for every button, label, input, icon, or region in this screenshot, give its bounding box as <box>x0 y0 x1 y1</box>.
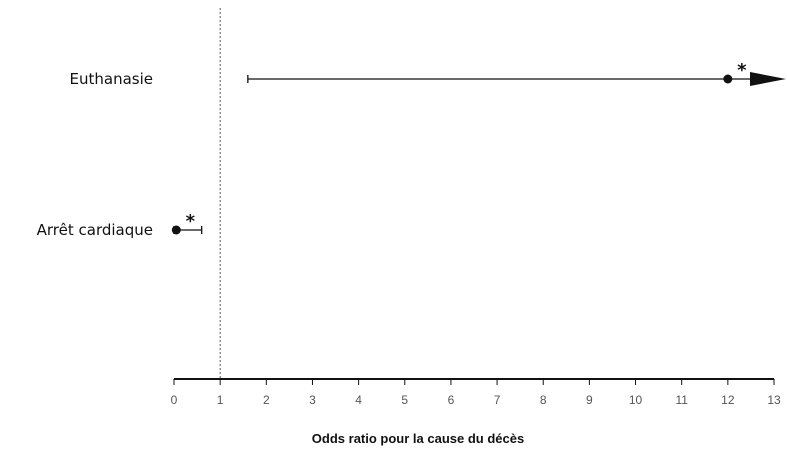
x-tick-label: 10 <box>629 393 643 407</box>
significance-marker: * <box>737 60 747 81</box>
x-tick-label: 3 <box>309 393 316 407</box>
ci-arrow <box>750 72 786 86</box>
x-tick-label: 7 <box>494 393 501 407</box>
forest-rows: Euthanasie * Arrêt cardiaque * <box>37 60 786 239</box>
x-tick-label: 11 <box>675 393 688 407</box>
x-axis-title: Odds ratio pour la cause du décès <box>312 431 524 446</box>
x-tick-label: 13 <box>767 393 781 407</box>
x-tick-label: 2 <box>263 393 270 407</box>
x-tick-label: 9 <box>586 393 593 407</box>
point-estimate <box>171 225 181 235</box>
row-label: Euthanasie <box>70 70 153 88</box>
x-tick-label: 0 <box>171 393 178 407</box>
point-estimate <box>723 74 733 84</box>
row-label: Arrêt cardiaque <box>37 221 153 239</box>
x-axis-ticks: 0 1 2 3 4 5 6 7 8 9 10 11 12 13 <box>171 379 781 407</box>
x-tick-label: 4 <box>355 393 362 407</box>
x-tick-label: 8 <box>540 393 547 407</box>
significance-marker: * <box>186 211 196 232</box>
x-tick-label: 1 <box>217 393 224 407</box>
x-tick-label: 6 <box>448 393 455 407</box>
x-tick-label: 12 <box>721 393 735 407</box>
x-tick-label: 5 <box>401 393 408 407</box>
